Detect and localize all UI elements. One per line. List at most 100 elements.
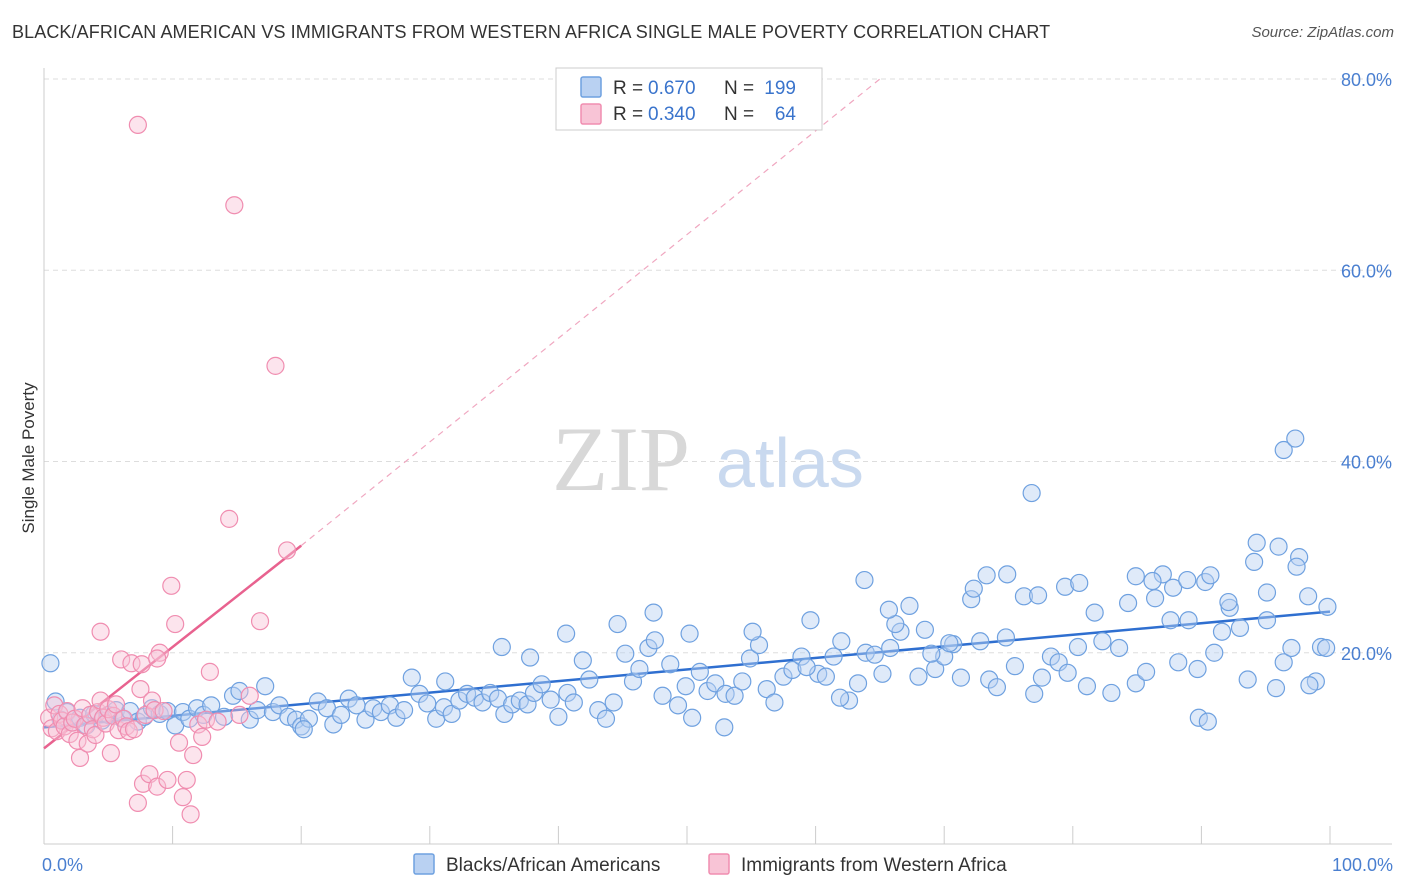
point-blacks <box>668 696 688 715</box>
point-blacks <box>683 708 702 727</box>
point-western-africa <box>184 745 203 765</box>
point-blacks <box>792 647 811 666</box>
point-western-africa <box>91 622 110 641</box>
point-blacks <box>1126 567 1145 586</box>
point-blacks <box>230 681 249 701</box>
point-blacks <box>1126 674 1145 693</box>
point-western-africa <box>208 712 227 731</box>
point-blacks <box>1257 611 1277 630</box>
point-blacks <box>645 631 664 650</box>
point-western-africa <box>169 733 189 752</box>
point-blacks <box>1025 684 1044 703</box>
y-tick-label: 80.0% <box>1341 70 1392 90</box>
point-blacks <box>848 674 868 693</box>
watermark: ZIP atlas <box>552 408 864 510</box>
point-blacks <box>690 662 709 681</box>
point-blacks <box>436 672 455 691</box>
point-western-africa <box>101 744 120 763</box>
point-blacks <box>1093 632 1112 651</box>
point-blacks <box>1005 657 1025 676</box>
y-tick-label: 60.0% <box>1341 261 1392 281</box>
stats-box: R = 0.670 N = 199 R = 0.340 N = 64 <box>555 67 823 131</box>
watermark-zip: ZIP <box>552 408 690 510</box>
point-blacks <box>1137 662 1156 681</box>
point-blacks <box>743 622 762 641</box>
point-blacks <box>541 690 560 709</box>
point-blacks <box>964 579 983 598</box>
point-blacks <box>564 693 583 712</box>
point-blacks <box>873 664 892 683</box>
point-blacks <box>1068 637 1088 657</box>
point-western-africa <box>177 770 196 790</box>
point-blacks <box>801 611 820 630</box>
point-western-africa <box>128 115 147 135</box>
point-blacks <box>1287 557 1306 576</box>
point-western-africa <box>181 805 200 824</box>
point-western-africa <box>266 356 285 375</box>
point-western-africa <box>173 788 192 807</box>
point-blacks <box>855 570 874 590</box>
point-western-africa <box>148 649 167 668</box>
point-blacks <box>1230 618 1250 637</box>
point-blacks <box>442 704 461 724</box>
point-western-africa <box>131 679 150 699</box>
point-blacks <box>740 649 760 668</box>
stats-n-value-2: 64 <box>775 104 797 125</box>
grid-layer <box>44 78 1392 654</box>
point-blacks <box>1109 638 1129 658</box>
point-blacks <box>608 614 627 634</box>
point-blacks <box>495 704 514 724</box>
stats-n-label-2: N = <box>724 104 754 125</box>
point-western-africa <box>133 774 153 793</box>
point-blacks <box>518 695 537 714</box>
point-western-africa <box>200 662 219 681</box>
point-blacks <box>1070 573 1089 593</box>
point-blacks <box>980 670 999 689</box>
point-blacks <box>940 634 959 653</box>
point-blacks <box>1161 611 1180 630</box>
watermark-atlas: atlas <box>716 424 864 502</box>
point-blacks <box>1299 587 1318 606</box>
legend-swatch-western-africa <box>708 853 730 875</box>
point-western-africa <box>250 612 270 631</box>
point-blacks <box>1286 429 1305 448</box>
point-blacks <box>661 655 680 674</box>
point-blacks <box>387 708 406 727</box>
point-blacks <box>783 660 802 680</box>
point-western-africa <box>162 576 181 595</box>
point-blacks <box>1201 566 1220 585</box>
trendline-western-africa <box>43 544 302 750</box>
point-blacks <box>832 632 851 651</box>
point-blacks <box>1219 592 1238 612</box>
point-blacks <box>915 620 935 639</box>
point-blacks <box>1266 679 1286 698</box>
point-blacks <box>1247 533 1266 552</box>
point-blacks <box>558 683 577 703</box>
point-western-africa <box>112 650 131 669</box>
point-blacks <box>1282 638 1301 658</box>
point-blacks <box>680 624 699 643</box>
point-blacks <box>1212 622 1232 641</box>
point-blacks <box>1300 676 1319 695</box>
point-blacks <box>797 657 816 677</box>
legend-swatch-blacks <box>413 853 435 875</box>
point-blacks <box>324 715 343 734</box>
point-blacks <box>1189 708 1208 727</box>
stats-swatch-pink <box>580 103 602 125</box>
point-blacks <box>971 632 990 651</box>
trendline-blacks <box>43 610 1331 729</box>
tick-labels: 20.0% 40.0% 60.0% 80.0% 0.0% 100.0% <box>42 70 1393 875</box>
point-blacks <box>1178 570 1197 590</box>
point-blacks <box>1238 670 1257 689</box>
point-blacks <box>331 705 351 725</box>
point-blacks <box>418 694 437 713</box>
point-blacks <box>879 600 899 619</box>
point-blacks <box>1179 611 1198 630</box>
point-western-africa <box>106 695 126 714</box>
point-blacks <box>1058 663 1077 682</box>
point-blacks <box>410 684 429 703</box>
y-tick-label: 20.0% <box>1341 644 1392 664</box>
point-blacks <box>1153 565 1172 584</box>
point-blacks <box>733 672 752 691</box>
point-blacks <box>644 603 663 622</box>
